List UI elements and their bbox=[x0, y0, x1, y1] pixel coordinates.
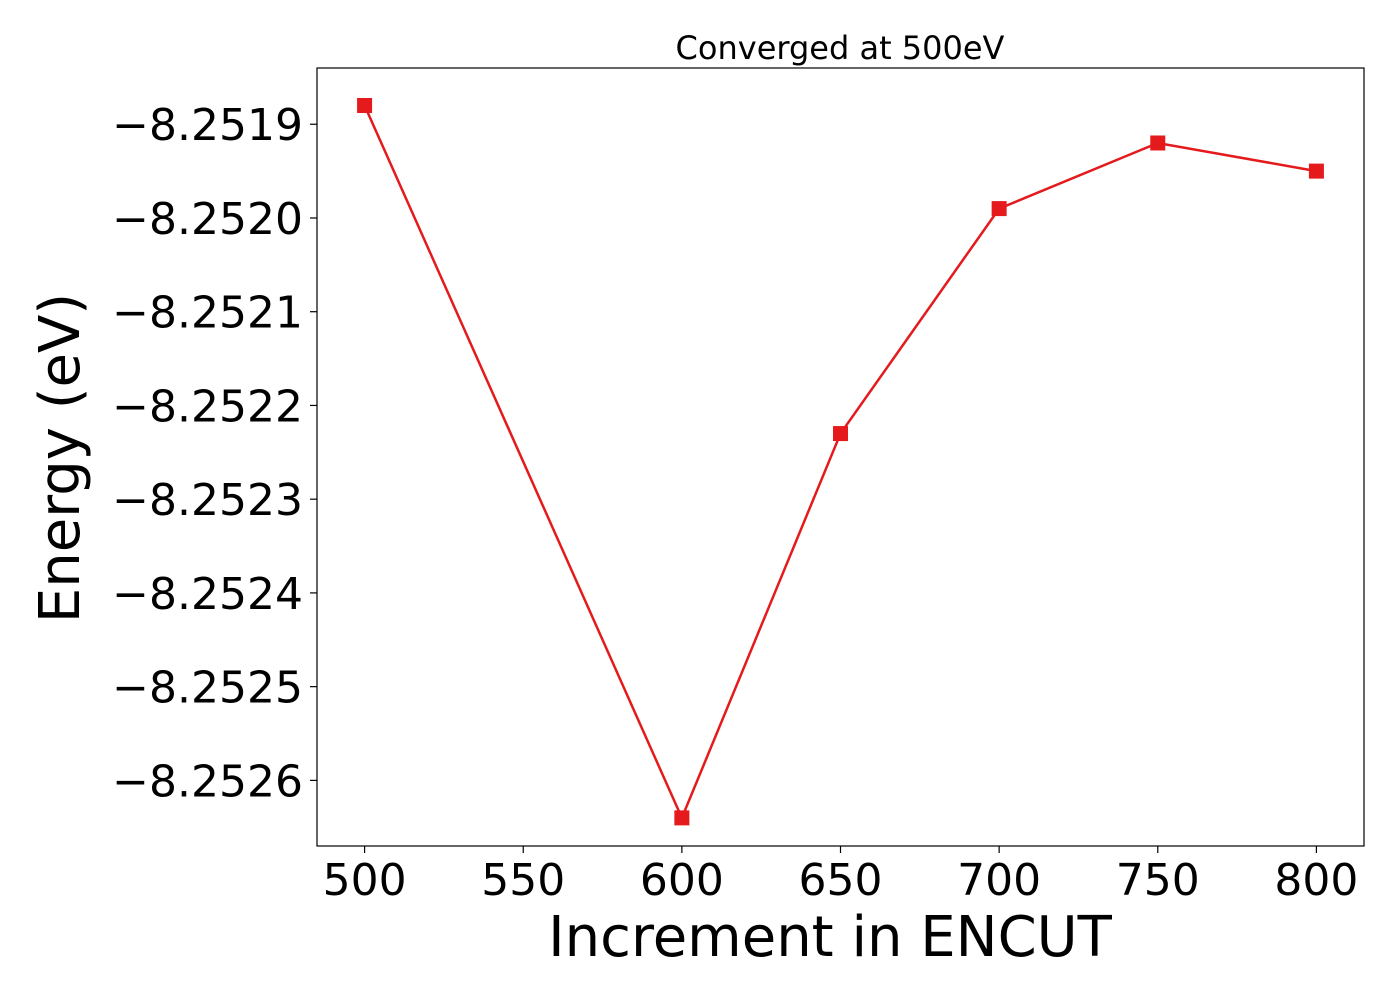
x-tick-label: 500 bbox=[323, 855, 407, 906]
x-axis-label: Increment in ENCUT bbox=[548, 905, 1113, 970]
y-tick-label: −8.2519 bbox=[112, 100, 303, 151]
x-axis: 500 550 600 650 700 750 800 bbox=[323, 846, 1358, 906]
y-tick-label: −8.2522 bbox=[112, 381, 303, 432]
y-axis-label: Energy (eV) bbox=[28, 293, 93, 623]
y-tick-label: −8.2521 bbox=[112, 288, 303, 339]
y-tick-label: −8.2523 bbox=[112, 475, 303, 526]
x-tick-label: 700 bbox=[957, 855, 1041, 906]
data-point bbox=[833, 426, 848, 442]
series-line bbox=[363, 104, 1317, 822]
y-tick-label: −8.2520 bbox=[112, 194, 303, 245]
plot-area bbox=[357, 97, 1324, 826]
y-tick-label: −8.2526 bbox=[112, 756, 303, 807]
chart-title: Converged at 500eV bbox=[676, 29, 1005, 67]
x-tick-label: 750 bbox=[1116, 855, 1200, 906]
data-point bbox=[991, 201, 1007, 217]
y-axis: −8.2526 −8.2525 −8.2524 −8.2523 −8.2522 −8.25… bbox=[112, 100, 317, 807]
data-point bbox=[357, 97, 373, 113]
data-point bbox=[1308, 163, 1324, 179]
y-tick-label: −8.2525 bbox=[112, 663, 303, 714]
data-point bbox=[674, 810, 690, 826]
x-tick-label: 600 bbox=[640, 855, 724, 906]
x-tick-label: 650 bbox=[799, 855, 883, 906]
y-tick-label: −8.2524 bbox=[112, 569, 303, 620]
x-tick-label: 800 bbox=[1274, 855, 1358, 906]
x-tick-label: 550 bbox=[481, 855, 565, 906]
data-point bbox=[1150, 135, 1166, 151]
